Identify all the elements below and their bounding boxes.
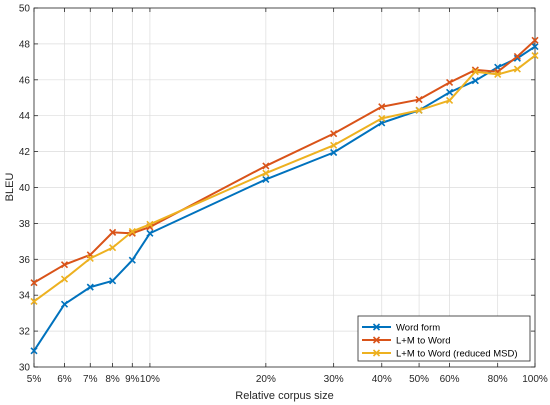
x-tick-label: 20% <box>256 374 276 385</box>
legend-entry: Word form <box>362 323 440 334</box>
y-tick-label: 46 <box>19 75 31 86</box>
data-point <box>471 68 479 76</box>
data-point <box>60 275 69 283</box>
data-point <box>60 261 69 269</box>
x-tick-label: 60% <box>440 374 460 385</box>
x-axis-label: Relative corpus size <box>235 390 333 402</box>
series-3 <box>30 52 539 306</box>
data-point <box>372 323 381 331</box>
y-tick-label: 38 <box>19 219 31 230</box>
grid <box>33 7 536 368</box>
data-point <box>415 106 423 114</box>
data-point <box>372 336 381 344</box>
data-point <box>531 52 539 60</box>
data-point <box>415 95 423 104</box>
data-point <box>109 277 117 285</box>
x-tick-label: 5% <box>27 374 42 385</box>
axis-ticks: 5% 6% 7% 8% 9% 10% 20% 30% 40% 50% 60% 80% 100% 30 32 3… <box>19 4 548 386</box>
data-point <box>262 169 270 177</box>
data-point <box>513 65 521 73</box>
x-tick-label: 100% <box>522 374 548 385</box>
data-point <box>531 43 539 51</box>
data-point <box>471 77 479 85</box>
y-tick-label: 34 <box>19 291 31 302</box>
data-point <box>372 349 381 357</box>
y-tick-label: 40 <box>19 183 31 194</box>
y-tick-label: 48 <box>19 39 31 50</box>
legend-label: L+M to Word (reduced MSD) <box>396 349 518 360</box>
data-point <box>128 227 136 236</box>
data-point <box>128 256 136 264</box>
data-point <box>60 300 69 308</box>
x-tick-label: 6% <box>57 374 72 385</box>
x-tick-label: 8% <box>105 374 120 385</box>
legend: Word form L+M to Word L+M to Word (reduced… <box>357 315 531 362</box>
x-tick-label: 7% <box>83 374 98 385</box>
data-point <box>513 52 521 61</box>
data-point <box>109 244 117 252</box>
x-tick-label: 30% <box>324 374 344 385</box>
data-point <box>86 283 94 291</box>
data-point <box>330 141 338 149</box>
x-tick-label: 40% <box>372 374 392 385</box>
data-point <box>330 148 338 157</box>
y-axis-label: BLEU <box>4 173 16 202</box>
data-point <box>446 96 454 105</box>
data-point <box>446 78 454 87</box>
data-point <box>86 254 94 262</box>
data-point <box>446 88 454 96</box>
data-point <box>30 347 38 355</box>
y-tick-label: 30 <box>19 363 31 374</box>
data-point <box>30 297 38 306</box>
series-2 <box>30 36 539 287</box>
data-point <box>378 103 386 111</box>
data-point <box>378 114 386 122</box>
data-point <box>494 70 502 78</box>
legend-label: L+M to Word <box>396 336 450 347</box>
legend-entry: L+M to Word (reduced MSD) <box>362 349 518 360</box>
data-point <box>531 36 539 44</box>
legend-entry: L+M to Word <box>362 336 450 347</box>
x-tick-label: 10% <box>140 374 160 385</box>
data-point <box>262 175 270 183</box>
y-tick-label: 32 <box>19 327 31 338</box>
data-point <box>109 228 117 236</box>
y-tick-label: 44 <box>19 111 31 122</box>
data-point <box>262 162 270 170</box>
data-point <box>330 130 338 138</box>
data-point <box>30 279 38 287</box>
y-tick-label: 42 <box>19 147 31 158</box>
data-point <box>146 229 154 237</box>
x-tick-label: 9% <box>125 374 140 385</box>
x-tick-label: 80% <box>488 374 508 385</box>
y-tick-label: 36 <box>19 255 31 266</box>
data-point <box>513 54 521 62</box>
data-point <box>146 220 154 228</box>
y-tick-label: 50 <box>19 4 31 15</box>
x-tick-label: 50% <box>409 374 429 385</box>
series-layer <box>30 36 539 355</box>
legend-label: Word form <box>396 323 440 334</box>
